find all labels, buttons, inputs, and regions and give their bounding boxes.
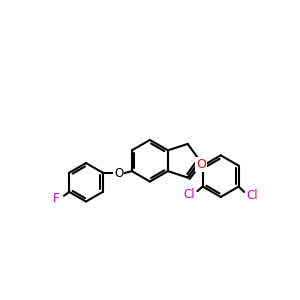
Text: O: O	[196, 158, 206, 171]
Text: F: F	[53, 192, 59, 205]
Text: Cl: Cl	[183, 188, 195, 201]
Text: Cl: Cl	[247, 188, 258, 202]
Text: O: O	[114, 167, 123, 180]
